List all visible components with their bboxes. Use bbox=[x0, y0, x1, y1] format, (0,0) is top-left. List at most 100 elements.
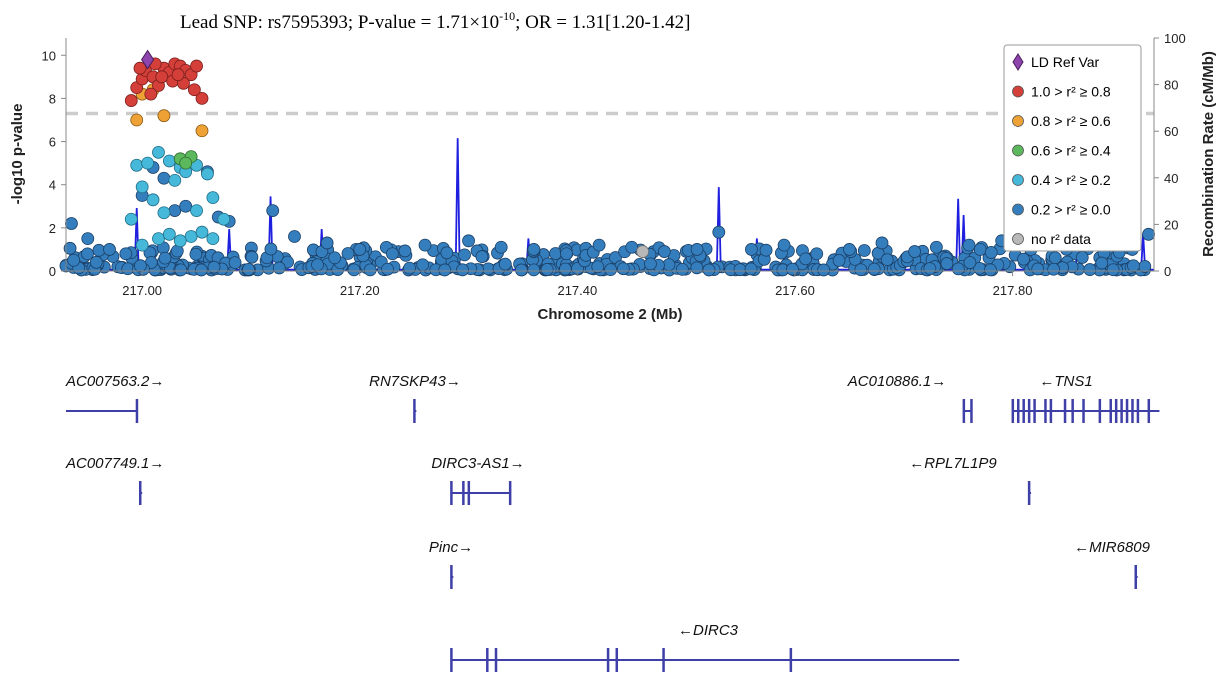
snp-point bbox=[616, 262, 630, 276]
snp-point-low-ld bbox=[152, 232, 165, 246]
gene-exon bbox=[1125, 399, 1129, 423]
gene-label: ←RPL7L1P9 bbox=[909, 455, 997, 472]
snp-point-low-ld bbox=[201, 167, 214, 181]
gene-exon bbox=[1082, 399, 1085, 423]
gene-ac010886-1: AC010886.1→ bbox=[847, 373, 973, 423]
gene-track: AC007563.2→ RN7SKP43→ AC010886.1→ ←TNS1 AC00… bbox=[65, 373, 1160, 672]
y2-tick-label: 80 bbox=[1164, 78, 1178, 93]
snp-point-low-ld bbox=[135, 180, 149, 194]
snp-point bbox=[675, 262, 689, 276]
snp-point bbox=[690, 261, 704, 275]
snp-point-high-ld bbox=[187, 83, 201, 97]
snp-point bbox=[880, 253, 894, 267]
snp-point bbox=[527, 263, 541, 277]
snp-point bbox=[416, 258, 430, 272]
gene-label: AC007749.1→ bbox=[65, 455, 164, 472]
snp-point bbox=[189, 247, 203, 261]
snp-point-mid-ld bbox=[157, 109, 171, 123]
snp-point bbox=[733, 263, 747, 277]
gene-label: AC010886.1→ bbox=[847, 373, 946, 390]
snp-point bbox=[481, 262, 495, 276]
gene-exon bbox=[1071, 399, 1074, 423]
snp-point-very-low-ld bbox=[1142, 227, 1155, 241]
snp-point bbox=[475, 250, 489, 263]
snp-point bbox=[604, 263, 618, 277]
snp-point bbox=[67, 253, 81, 267]
gene-exon bbox=[1098, 399, 1102, 423]
snp-point-low-ld bbox=[195, 225, 209, 239]
snp-point bbox=[857, 244, 871, 257]
snp-point-low-ld bbox=[206, 232, 220, 246]
snp-point bbox=[381, 262, 394, 276]
gene-exon bbox=[606, 648, 610, 672]
gene-exon bbox=[1109, 399, 1112, 423]
snp-points bbox=[59, 49, 1155, 277]
snp-point-very-low-ld bbox=[168, 204, 182, 217]
legend-label: 1.0 > r² ≥ 0.8 bbox=[1031, 84, 1111, 100]
gene-mir6809: ←MIR6809 bbox=[1074, 539, 1151, 589]
snp-point bbox=[1017, 252, 1030, 266]
y-tick-label: 8 bbox=[49, 91, 56, 106]
legend: LD Ref Var 1.0 > r² ≥ 0.8 0.8 > r² ≥ 0.6 0.… bbox=[1003, 44, 1142, 252]
snp-point bbox=[272, 261, 286, 275]
gene-exon bbox=[1063, 399, 1067, 423]
chart-title: Lead SNP: rs7595393; P-value = 1.71×10-1… bbox=[180, 9, 690, 33]
snp-point-low-ld bbox=[157, 206, 171, 220]
snp-point bbox=[1106, 263, 1120, 277]
legend-swatch bbox=[1012, 144, 1024, 157]
snp-point-very-low-ld bbox=[745, 243, 758, 256]
snp-point bbox=[549, 247, 562, 260]
snp-point bbox=[194, 263, 208, 277]
snp-point bbox=[228, 256, 242, 270]
plot-background bbox=[66, 38, 1154, 271]
association-plot: 217.00 217.20 217.40 217.60 217.80 0 2 4 6 8 10 0… bbox=[9, 31, 1217, 323]
snp-point bbox=[540, 263, 554, 276]
snp-point bbox=[702, 263, 716, 277]
gene-exon bbox=[486, 648, 489, 672]
y2-tick-label: 0 bbox=[1164, 264, 1171, 279]
y-tick-label: 10 bbox=[42, 48, 56, 63]
snp-point bbox=[644, 257, 657, 271]
gene-exon bbox=[662, 648, 665, 672]
y-tick-label: 6 bbox=[49, 135, 56, 150]
snp-point-low-ld bbox=[184, 230, 198, 243]
y2-tick-label: 40 bbox=[1164, 171, 1178, 186]
y2-tick-label: 60 bbox=[1164, 124, 1178, 139]
gene-label: AC007563.2→ bbox=[65, 373, 164, 390]
snp-point bbox=[158, 251, 172, 265]
snp-point bbox=[134, 259, 147, 273]
snp-point bbox=[328, 251, 342, 265]
snp-point bbox=[799, 252, 812, 266]
gene-exon bbox=[1136, 399, 1140, 423]
snp-point-very-low-ld bbox=[527, 243, 541, 256]
gene-ac007563-2: AC007563.2→ bbox=[65, 373, 164, 423]
snp-point-high-ld bbox=[144, 87, 158, 101]
legend-label: 0.6 > r² ≥ 0.4 bbox=[1031, 143, 1111, 159]
y2-axis-ticks: 0 20 40 60 80 100 bbox=[1154, 31, 1186, 279]
gene-rpl7l1p9: ←RPL7L1P9 bbox=[909, 455, 1032, 505]
snp-point bbox=[591, 260, 605, 274]
gene-rn7skp43: RN7SKP43→ bbox=[369, 373, 461, 423]
title-exponent: -10 bbox=[499, 9, 515, 23]
y-tick-label: 0 bbox=[49, 264, 56, 279]
snp-point-mid-ld bbox=[195, 124, 209, 138]
y-tick-label: 4 bbox=[49, 178, 56, 193]
snp-point-very-low-ld bbox=[103, 243, 116, 256]
title-text-main: Lead SNP: rs7595393; P-value = 1.71×10 bbox=[180, 12, 499, 33]
snp-point bbox=[456, 263, 469, 277]
gene-label: Pinc→ bbox=[429, 539, 473, 556]
snp-point-very-low-ld bbox=[658, 245, 671, 258]
legend-swatch bbox=[1012, 203, 1024, 216]
gene-pinc: Pinc→ bbox=[429, 539, 473, 589]
gene-exon bbox=[962, 399, 966, 423]
gene-exon bbox=[1134, 565, 1138, 589]
legend-label: 0.4 > r² ≥ 0.2 bbox=[1031, 172, 1111, 188]
snp-point-very-low-ld bbox=[842, 243, 856, 256]
legend-swatch bbox=[1012, 85, 1024, 98]
snp-point bbox=[1048, 251, 1062, 265]
y-tick-label: 2 bbox=[49, 221, 56, 236]
x-tick-label: 217.80 bbox=[993, 283, 1033, 298]
gene-label: ←DIRC3 bbox=[678, 622, 739, 639]
gene-exon bbox=[1120, 399, 1123, 423]
snp-point-very-low-ld bbox=[494, 240, 508, 254]
